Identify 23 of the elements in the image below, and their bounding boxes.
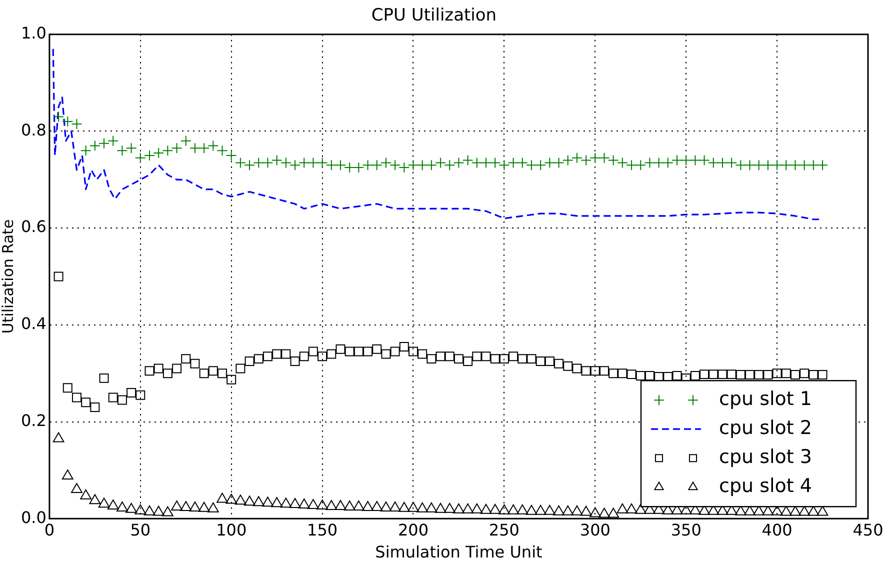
y-tick-label: 0.4 — [20, 314, 46, 334]
legend-label: cpu slot 4 — [719, 475, 812, 498]
x-tick-label: 350 — [670, 520, 702, 540]
y-tick-label: 0.8 — [20, 120, 46, 140]
chart-title: CPU Utilization — [371, 6, 497, 26]
y-axis-title: Utilization Rate — [0, 219, 17, 334]
x-tick-label: 300 — [580, 520, 610, 540]
x-tick-label: 50 — [130, 520, 151, 540]
legend-label: cpu slot 1 — [719, 388, 812, 410]
x-tick-label: 100 — [216, 520, 247, 540]
legend-label: cpu slot 3 — [719, 446, 812, 468]
y-tick-label: 0.0 — [20, 508, 46, 527]
x-tick-label: 400 — [762, 520, 792, 540]
x-tick-label: 150 — [307, 520, 338, 540]
x-axis-title: Simulation Time Unit — [375, 542, 542, 562]
legend-label: cpu slot 2 — [719, 417, 812, 440]
y-tick-label: 0.6 — [20, 217, 46, 236]
x-tick-label: 0 — [44, 520, 55, 540]
x-tick-label: 250 — [488, 520, 520, 540]
y-tick-label: 1.0 — [20, 24, 46, 43]
x-tick-label: 200 — [398, 520, 429, 540]
x-tick-label: 450 — [852, 520, 884, 540]
y-tick-label: 0.2 — [20, 410, 46, 430]
